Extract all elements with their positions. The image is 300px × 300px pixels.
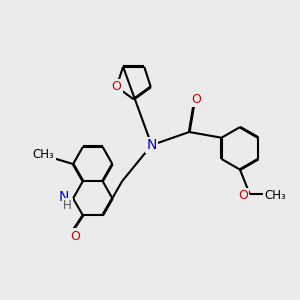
Text: N: N [59, 190, 69, 204]
Text: CH₃: CH₃ [33, 148, 55, 161]
Text: O: O [238, 189, 248, 202]
Text: O: O [112, 80, 122, 93]
Text: CH₃: CH₃ [265, 189, 286, 202]
Text: N: N [146, 138, 157, 152]
Text: O: O [70, 230, 80, 242]
Text: H: H [63, 199, 72, 212]
Text: O: O [191, 93, 201, 106]
